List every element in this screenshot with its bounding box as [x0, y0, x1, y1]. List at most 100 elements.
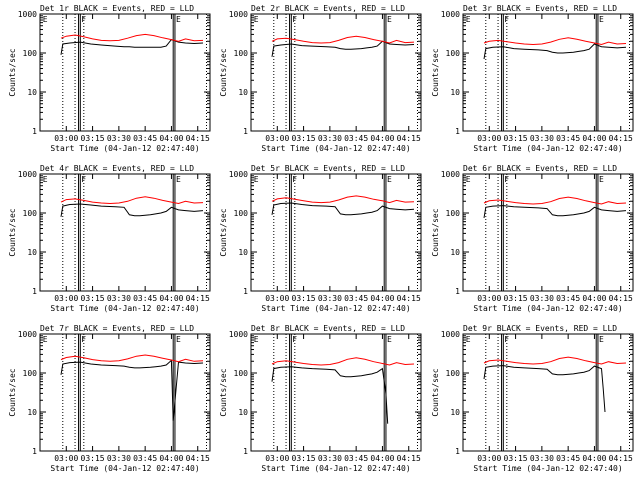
x-tick-label: 04:15	[609, 294, 633, 303]
y-axis-label: Counts/sec	[219, 368, 228, 416]
marker-label: E	[254, 175, 259, 184]
y-tick-label: 10	[238, 248, 248, 257]
detector-panel: Det 5r BLACK = Events, RED = LLD 1 10 100 10…	[219, 164, 422, 313]
x-axis-label: Start Time (04-Jan-12 02:47:40)	[473, 464, 622, 473]
x-tick-label: 03:00	[54, 454, 78, 463]
marker-label: E	[599, 175, 604, 184]
marker-label: F	[292, 175, 297, 184]
x-tick-label: 03:15	[81, 294, 105, 303]
detector-panel: Det 8r BLACK = Events, RED = LLD 1 10 100 10…	[219, 324, 422, 473]
y-axis-label: Counts/sec	[8, 48, 17, 96]
y-tick-label: 1	[243, 127, 248, 136]
x-axis-label: Start Time (04-Jan-12 02:47:40)	[50, 144, 199, 153]
x-tick-label: 04:00	[582, 134, 606, 143]
x-tick-label: 04:00	[370, 134, 394, 143]
x-tick-label: 03:45	[344, 454, 368, 463]
plot-frame	[462, 333, 634, 452]
x-tick-label: 04:00	[582, 454, 606, 463]
lld-series-line	[60, 33, 204, 42]
events-series-line	[60, 39, 204, 55]
y-tick-label: 100	[234, 49, 249, 58]
x-axis-label: Start Time (04-Jan-12 02:47:40)	[50, 304, 199, 313]
x-axis-label: Start Time (04-Jan-12 02:47:40)	[473, 144, 622, 153]
marker-label: E	[387, 335, 392, 344]
x-tick-label: 03:00	[265, 294, 289, 303]
y-tick-label: 1	[455, 447, 460, 456]
x-axis-label: Start Time (04-Jan-12 02:47:40)	[261, 304, 410, 313]
x-axis-label: Start Time (04-Jan-12 02:47:40)	[50, 464, 199, 473]
x-tick-label: 04:15	[397, 294, 421, 303]
x-tick-label: 03:30	[530, 454, 554, 463]
plot-frame	[250, 13, 422, 132]
marker-label: E	[43, 15, 48, 24]
plot-frame	[250, 173, 422, 292]
y-tick-label: 1	[455, 127, 460, 136]
x-tick-label: 03:15	[292, 134, 316, 143]
marker-label: E	[599, 15, 604, 24]
y-axis-label: Counts/sec	[431, 48, 440, 96]
x-tick-label: 03:15	[504, 294, 528, 303]
marker-label: F	[81, 335, 86, 344]
y-tick-label: 1000	[18, 10, 37, 19]
panel-title: Det 1r BLACK = Events, RED = LLD	[40, 4, 194, 13]
y-tick-label: 100	[23, 369, 38, 378]
marker-label: E	[254, 15, 259, 24]
y-axis-label: Counts/sec	[8, 368, 17, 416]
events-series-line	[60, 359, 204, 421]
panel-title: Det 6r BLACK = Events, RED = LLD	[463, 164, 617, 173]
marker-label: F	[81, 175, 86, 184]
x-tick-label: 03:45	[344, 294, 368, 303]
panel-title: Det 2r BLACK = Events, RED = LLD	[251, 4, 405, 13]
y-tick-label: 1	[32, 287, 37, 296]
x-tick-label: 03:30	[318, 454, 342, 463]
x-tick-label: 03:15	[81, 454, 105, 463]
y-tick-label: 100	[23, 209, 38, 218]
x-tick-label: 04:15	[609, 134, 633, 143]
events-series-line	[271, 40, 415, 57]
x-tick-label: 04:15	[186, 454, 210, 463]
y-tick-label: 1000	[18, 330, 37, 339]
y-tick-label: 1	[243, 287, 248, 296]
panel-title: Det 4r BLACK = Events, RED = LLD	[40, 164, 194, 173]
detector-panel: Det 6r BLACK = Events, RED = LLD 1 10 100 10…	[431, 164, 634, 313]
lld-series-line	[271, 195, 415, 204]
lld-series-line	[483, 356, 627, 365]
x-tick-label: 04:15	[397, 134, 421, 143]
y-axis-label: Counts/sec	[219, 208, 228, 256]
panel-title: Det 8r BLACK = Events, RED = LLD	[251, 324, 405, 333]
marker-label: E	[466, 335, 471, 344]
y-tick-label: 10	[450, 408, 460, 417]
x-tick-label: 03:00	[54, 134, 78, 143]
marker-label: E	[176, 335, 181, 344]
plot-frame	[39, 173, 211, 292]
marker-label: E	[254, 335, 259, 344]
detector-panel: Det 4r BLACK = Events, RED = LLD 1 10 100 10…	[8, 164, 211, 313]
x-tick-label: 03:00	[54, 294, 78, 303]
y-tick-label: 1	[32, 447, 37, 456]
marker-label: F	[504, 175, 509, 184]
y-tick-label: 100	[23, 49, 38, 58]
plot-frame	[462, 13, 634, 132]
detector-panel: Det 2r BLACK = Events, RED = LLD 1 10 100 10…	[219, 4, 422, 153]
lld-series-line	[271, 35, 415, 44]
marker-label: F	[292, 15, 297, 24]
y-tick-label: 10	[27, 88, 37, 97]
y-axis-label: Counts/sec	[219, 48, 228, 96]
x-tick-label: 04:15	[186, 294, 210, 303]
x-tick-label: 03:45	[556, 454, 580, 463]
marker-label: F	[504, 15, 509, 24]
events-series-line	[483, 43, 627, 60]
y-tick-label: 10	[27, 248, 37, 257]
y-tick-label: 10	[238, 408, 248, 417]
plot-frame	[250, 333, 422, 452]
events-series-line	[483, 365, 606, 413]
x-tick-label: 03:15	[81, 134, 105, 143]
lld-series-line	[60, 354, 204, 363]
lld-series-line	[483, 37, 627, 46]
marker-label: F	[504, 335, 509, 344]
x-tick-label: 03:00	[477, 134, 501, 143]
y-axis-label: Counts/sec	[431, 208, 440, 256]
y-tick-label: 100	[446, 49, 461, 58]
x-tick-label: 03:30	[530, 294, 554, 303]
x-tick-label: 04:00	[370, 454, 394, 463]
